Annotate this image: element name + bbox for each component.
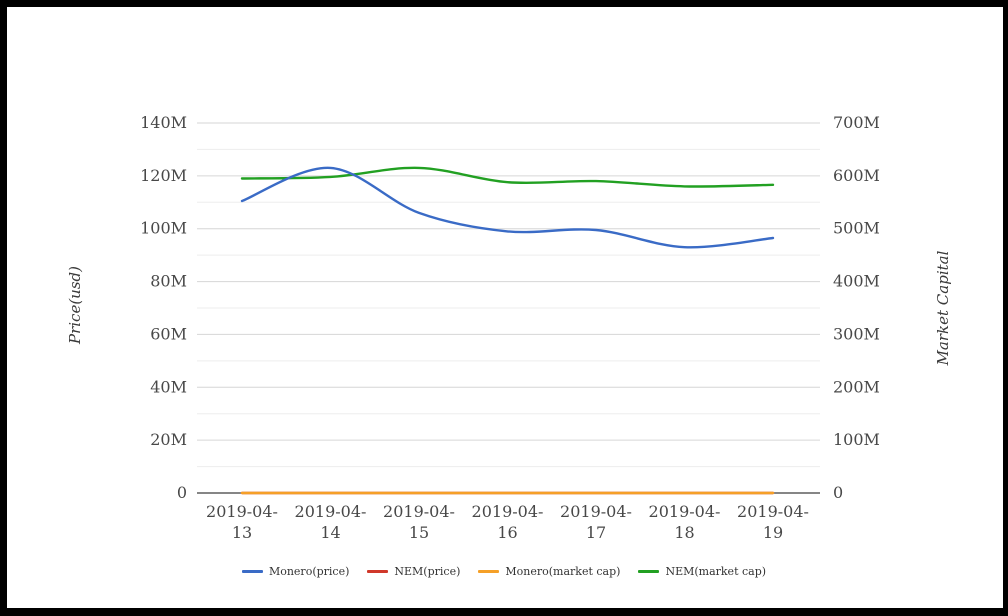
right-axis-tick-label: 500M (833, 219, 880, 238)
left-axis-tick-label: 40M (150, 377, 187, 396)
left-axis-tick-label: 60M (150, 324, 187, 343)
x-axis-tick-label-line2: 18 (674, 523, 694, 542)
x-axis-tick-label-line2: 13 (232, 523, 252, 542)
left-axis-tick-label: 20M (150, 430, 187, 449)
legend-label: Monero(price) (268, 565, 350, 578)
x-axis-tick-label: 2019-04- (560, 502, 632, 521)
legend-swatch-icon (478, 570, 500, 573)
x-axis-tick-label-line2: 19 (763, 523, 783, 542)
legend-item-monero-market-cap[interactable]: Monero(market cap) (478, 565, 620, 578)
x-axis-tick-label: 2019-04- (383, 502, 455, 521)
legend-item-nem-price[interactable]: NEM(price) (367, 565, 460, 578)
legend-label: Monero(market cap) (505, 565, 621, 578)
right-axis-tick-label: 200M (833, 377, 880, 396)
right-axis-tick-label: 600M (833, 166, 880, 185)
x-axis-tick-label-line2: 17 (586, 523, 606, 542)
right-axis-tick-label: 300M (833, 324, 880, 343)
left-axis-tick-label: 140M (140, 113, 187, 132)
right-axis-tick-label: 0 (833, 483, 843, 502)
legend-item-monero-price[interactable]: Monero(price) (241, 565, 350, 578)
legend-label: NEM(market cap) (665, 565, 767, 578)
x-axis-tick-label-line2: 14 (320, 523, 340, 542)
right-axis-tick-label: 100M (833, 430, 880, 449)
legend-swatch-icon (241, 570, 263, 573)
x-axis-tick-label: 2019-04- (295, 502, 367, 521)
x-axis-tick-label-line2: 16 (497, 523, 517, 542)
series-line-monero-price (240, 166, 775, 249)
legend-label: NEM(price) (394, 565, 461, 578)
x-axis-tick-label-line2: 15 (409, 523, 429, 542)
left-axis-tick-label: 120M (140, 166, 187, 185)
x-axis-tick-label: 2019-04- (649, 502, 721, 521)
x-axis-tick-label: 2019-04- (472, 502, 544, 521)
x-axis-tick-label: 2019-04- (737, 502, 809, 521)
right-axis-tick-label: 400M (833, 272, 880, 291)
left-axis-tick-label: 0 (177, 483, 187, 502)
legend-item-nem-market-cap[interactable]: NEM(market cap) (638, 565, 766, 578)
right-axis-tick-label: 700M (833, 113, 880, 132)
legend: Monero(price) NEM(price) Monero(market cap… (0, 565, 1008, 578)
left-axis-tick-label: 100M (140, 219, 187, 238)
left-axis-tick-label: 80M (150, 272, 187, 291)
legend-swatch-icon (638, 570, 660, 573)
series-line-nem-market-cap (240, 166, 775, 188)
legend-swatch-icon (367, 570, 389, 573)
x-axis-tick-label: 2019-04- (206, 502, 278, 521)
